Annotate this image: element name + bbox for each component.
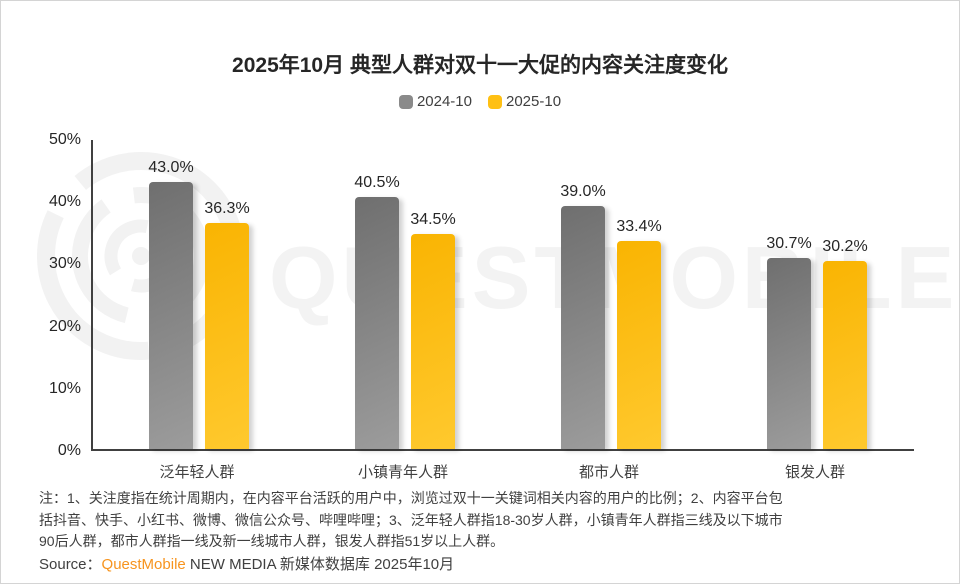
footnote: 注：1、关注度指在统计周期内，在内容平台活跃的用户中，浏览过双十一关键词相关内容… (39, 490, 783, 549)
value-label: 36.3% (204, 200, 250, 218)
x-axis-category-labels: 泛年轻人群 小镇青年人群 都市人群 银发人群 (91, 461, 914, 483)
source-prefix: Source： (39, 556, 102, 573)
bar-2025-10 (823, 261, 867, 449)
legend-label: 2025-10 (506, 93, 562, 110)
legend-item-2024-10: 2024-10 (398, 93, 472, 110)
category-label: 小镇青年人群 (357, 464, 448, 481)
source-line: Source：QuestMobile NEW MEDIA 新媒体数据库 2025… (39, 553, 454, 574)
value-label: 39.0% (560, 183, 606, 201)
y-tick-label: 50% (48, 131, 81, 148)
legend-swatch (398, 94, 413, 109)
plot-area: 43.0% 36.3% 40.5% 34.5% 39.0% 33.4% 30.7% 30.2% (91, 140, 914, 451)
category-label: 泛年轻人群 (159, 464, 235, 481)
category-label: 都市人群 (578, 464, 639, 481)
y-tick-label: 10% (48, 379, 81, 397)
source-brand: QuestMobile (101, 556, 186, 573)
y-tick-label: 30% (48, 255, 81, 273)
bar-2024-10 (561, 206, 605, 449)
value-label: 33.4% (616, 218, 662, 236)
bar-2025-10 (205, 223, 249, 449)
bar-2024-10 (767, 258, 811, 449)
bar-2024-10 (149, 181, 193, 449)
legend-item-2025-10: 2025-10 (488, 93, 561, 110)
value-label: 43.0% (148, 158, 194, 176)
chart-legend: 2024-10 2025-10 (1, 93, 959, 110)
value-label: 30.7% (766, 235, 812, 253)
y-tick-label: 0% (57, 442, 81, 459)
value-label: 30.2% (822, 238, 868, 256)
chart-title: 2025年10月 典型人群对双十一大促的内容关注度变化 (232, 54, 728, 77)
y-tick-label: 40% (48, 193, 81, 211)
category-label: 银发人群 (784, 464, 845, 481)
bar-2024-10 (355, 197, 399, 449)
value-label: 40.5% (354, 174, 400, 192)
legend-swatch (488, 94, 502, 109)
source-rest: NEW MEDIA 新媒体数据库 2025年10月 (185, 556, 455, 573)
legend-label: 2024-10 (416, 93, 472, 110)
bar-2025-10 (411, 234, 455, 449)
bar-2025-10 (617, 241, 661, 449)
y-tick-label: 20% (48, 317, 81, 335)
y-axis-tick-labels: 0% 10% 20% 30% 40% 50% (1, 131, 81, 459)
value-label: 34.5% (410, 211, 456, 229)
